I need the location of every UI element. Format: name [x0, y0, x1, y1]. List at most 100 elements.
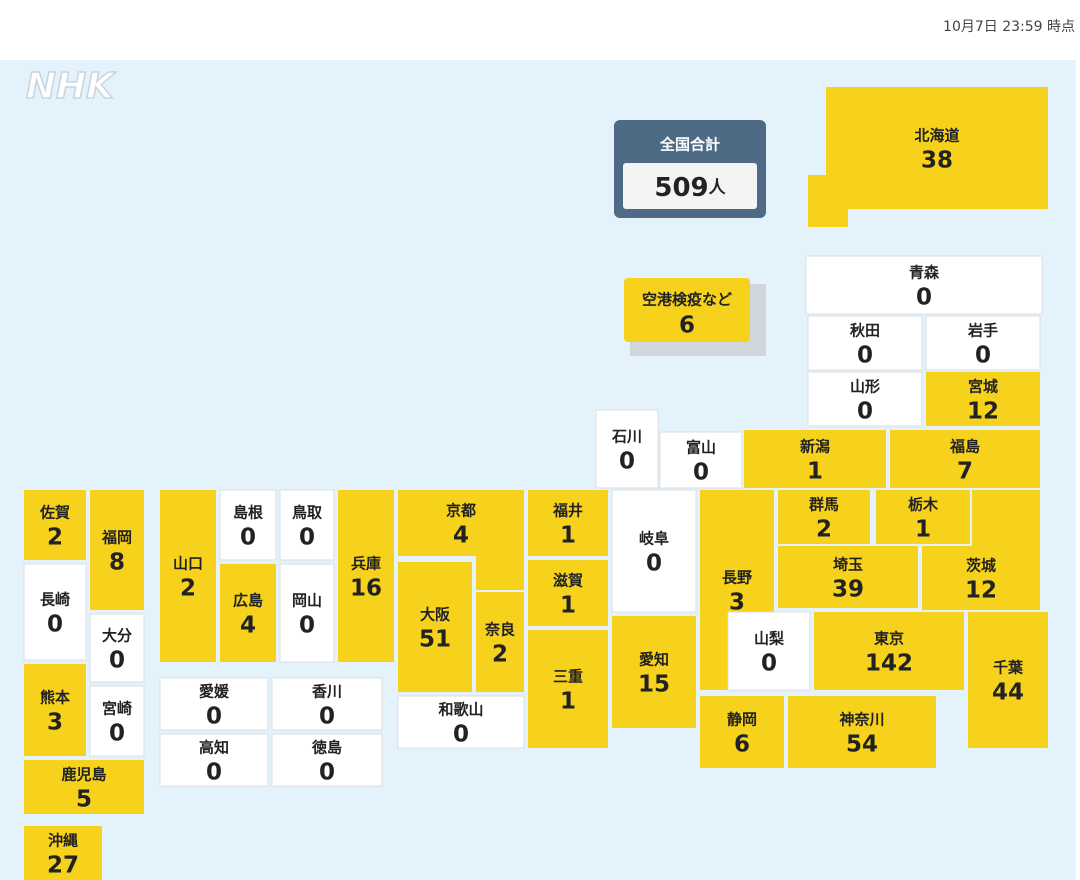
prefecture-count: 12: [967, 399, 999, 425]
prefecture-name: 広島: [233, 592, 263, 610]
prefecture-name: 香川: [312, 683, 342, 701]
prefecture-count: 0: [319, 704, 335, 730]
prefecture-count: 2: [180, 576, 196, 602]
prefecture-count: 0: [916, 285, 932, 311]
prefecture-tile: [778, 546, 918, 608]
prefecture-tile: [24, 760, 144, 814]
prefecture-tile: [595, 409, 659, 489]
prefecture-name: 大分: [102, 627, 132, 645]
airport-count: 6: [679, 313, 695, 339]
prefecture-name: 高知: [199, 739, 229, 757]
prefecture-name: 愛知: [639, 651, 669, 669]
prefecture-name: 福岡: [101, 529, 132, 547]
prefecture-tile: [744, 430, 886, 488]
logo: NHK: [26, 66, 117, 107]
prefecture-tile: [805, 255, 1043, 315]
prefecture-count: 0: [299, 613, 315, 639]
prefecture-name: 鳥取: [292, 504, 323, 522]
prefecture-tile: [160, 490, 216, 662]
prefecture-tile: [90, 490, 144, 610]
prefecture-tile: [219, 489, 277, 561]
prefecture-tile: [271, 677, 383, 731]
prefecture-name: 岡山: [292, 592, 322, 610]
prefecture-count: 0: [109, 648, 125, 674]
prefecture-name: 徳島: [311, 739, 342, 757]
prefecture-tile: [220, 564, 276, 662]
prefecture-tile: [271, 733, 383, 787]
prefecture-name: 山梨: [754, 630, 784, 648]
prefecture-tile: [528, 630, 608, 748]
prefecture-count: 4: [240, 613, 256, 639]
prefecture-name: 滋賀: [553, 572, 583, 590]
prefecture-tile: [968, 612, 1048, 748]
prefecture-tile: [807, 315, 923, 371]
prefecture-tile: [814, 612, 964, 690]
prefecture-name: 宮崎: [102, 700, 132, 718]
total-value: 509人: [654, 173, 726, 203]
prefecture-tile: [890, 430, 1040, 488]
prefecture-tile: [159, 677, 269, 731]
prefecture-count: 12: [965, 578, 997, 604]
prefecture-count: 44: [992, 680, 1024, 706]
prefecture-tile: [659, 431, 743, 489]
prefecture-count: 3: [729, 590, 745, 616]
prefecture-name: 岩手: [967, 322, 998, 340]
prefecture-tile: [876, 490, 970, 544]
prefecture-tile: [528, 490, 608, 556]
prefecture-tile: [925, 315, 1041, 371]
total-unit: 人: [709, 178, 727, 198]
prefecture-name: 岐阜: [639, 530, 669, 548]
prefecture-tile: [279, 563, 335, 663]
prefecture-name: 宮城: [968, 378, 998, 396]
prefecture-tile: [398, 490, 524, 590]
prefecture-count: 1: [807, 459, 823, 485]
prefecture-count: 0: [206, 704, 222, 730]
prefecture-name: 埼玉: [833, 556, 863, 574]
total-label: 全国合計: [659, 136, 720, 154]
prefecture-tile: [279, 489, 335, 561]
prefecture-count: 1: [915, 517, 931, 543]
prefecture-name: 長崎: [40, 591, 70, 609]
prefecture-count: 0: [109, 721, 125, 747]
prefecture-count: 39: [832, 577, 864, 603]
prefecture-name: 長野: [722, 569, 752, 587]
total-count: 509: [654, 173, 708, 203]
prefecture-count: 38: [921, 148, 953, 174]
prefecture-count: 4: [453, 523, 469, 549]
prefecture-count: 0: [857, 399, 873, 425]
prefecture-tile: [808, 87, 1048, 227]
prefecture-count: 0: [299, 525, 315, 551]
prefecture-name: 東京: [874, 630, 904, 648]
airport-tile: [624, 278, 750, 342]
prefecture-name: 石川: [611, 428, 642, 446]
prefecture-count: 15: [638, 672, 670, 698]
prefecture-name: 熊本: [40, 689, 70, 707]
total-inner: [623, 163, 757, 209]
prefecture-tile: [24, 664, 86, 756]
prefecture-count: 51: [419, 627, 451, 653]
prefecture-name: 静岡: [727, 711, 757, 729]
prefecture-name: 富山: [686, 439, 716, 457]
prefecture-name: 奈良: [484, 621, 515, 639]
prefecture-tile: [807, 371, 923, 427]
prefecture-tile: [612, 616, 696, 728]
prefecture-tile: [89, 685, 145, 757]
prefecture-count: 0: [646, 551, 662, 577]
prefecture-count: 0: [453, 722, 469, 748]
prefecture-name: 京都: [446, 502, 476, 520]
prefecture-name: 和歌山: [438, 701, 483, 719]
prefecture-tile: [727, 611, 811, 691]
prefecture-tile: [528, 560, 608, 626]
prefecture-count: 5: [76, 787, 92, 813]
prefecture-name: 愛媛: [199, 683, 230, 701]
prefecture-count: 7: [957, 459, 973, 485]
prefecture-name: 秋田: [850, 322, 880, 340]
prefecture-name: 山形: [850, 378, 880, 396]
prefecture-tile: [24, 490, 86, 560]
prefecture-count: 16: [350, 576, 382, 602]
prefecture-count: 0: [619, 449, 635, 475]
prefecture-name: 福井: [552, 502, 583, 520]
prefecture-count: 142: [865, 651, 913, 677]
prefecture-tile: [89, 613, 145, 683]
